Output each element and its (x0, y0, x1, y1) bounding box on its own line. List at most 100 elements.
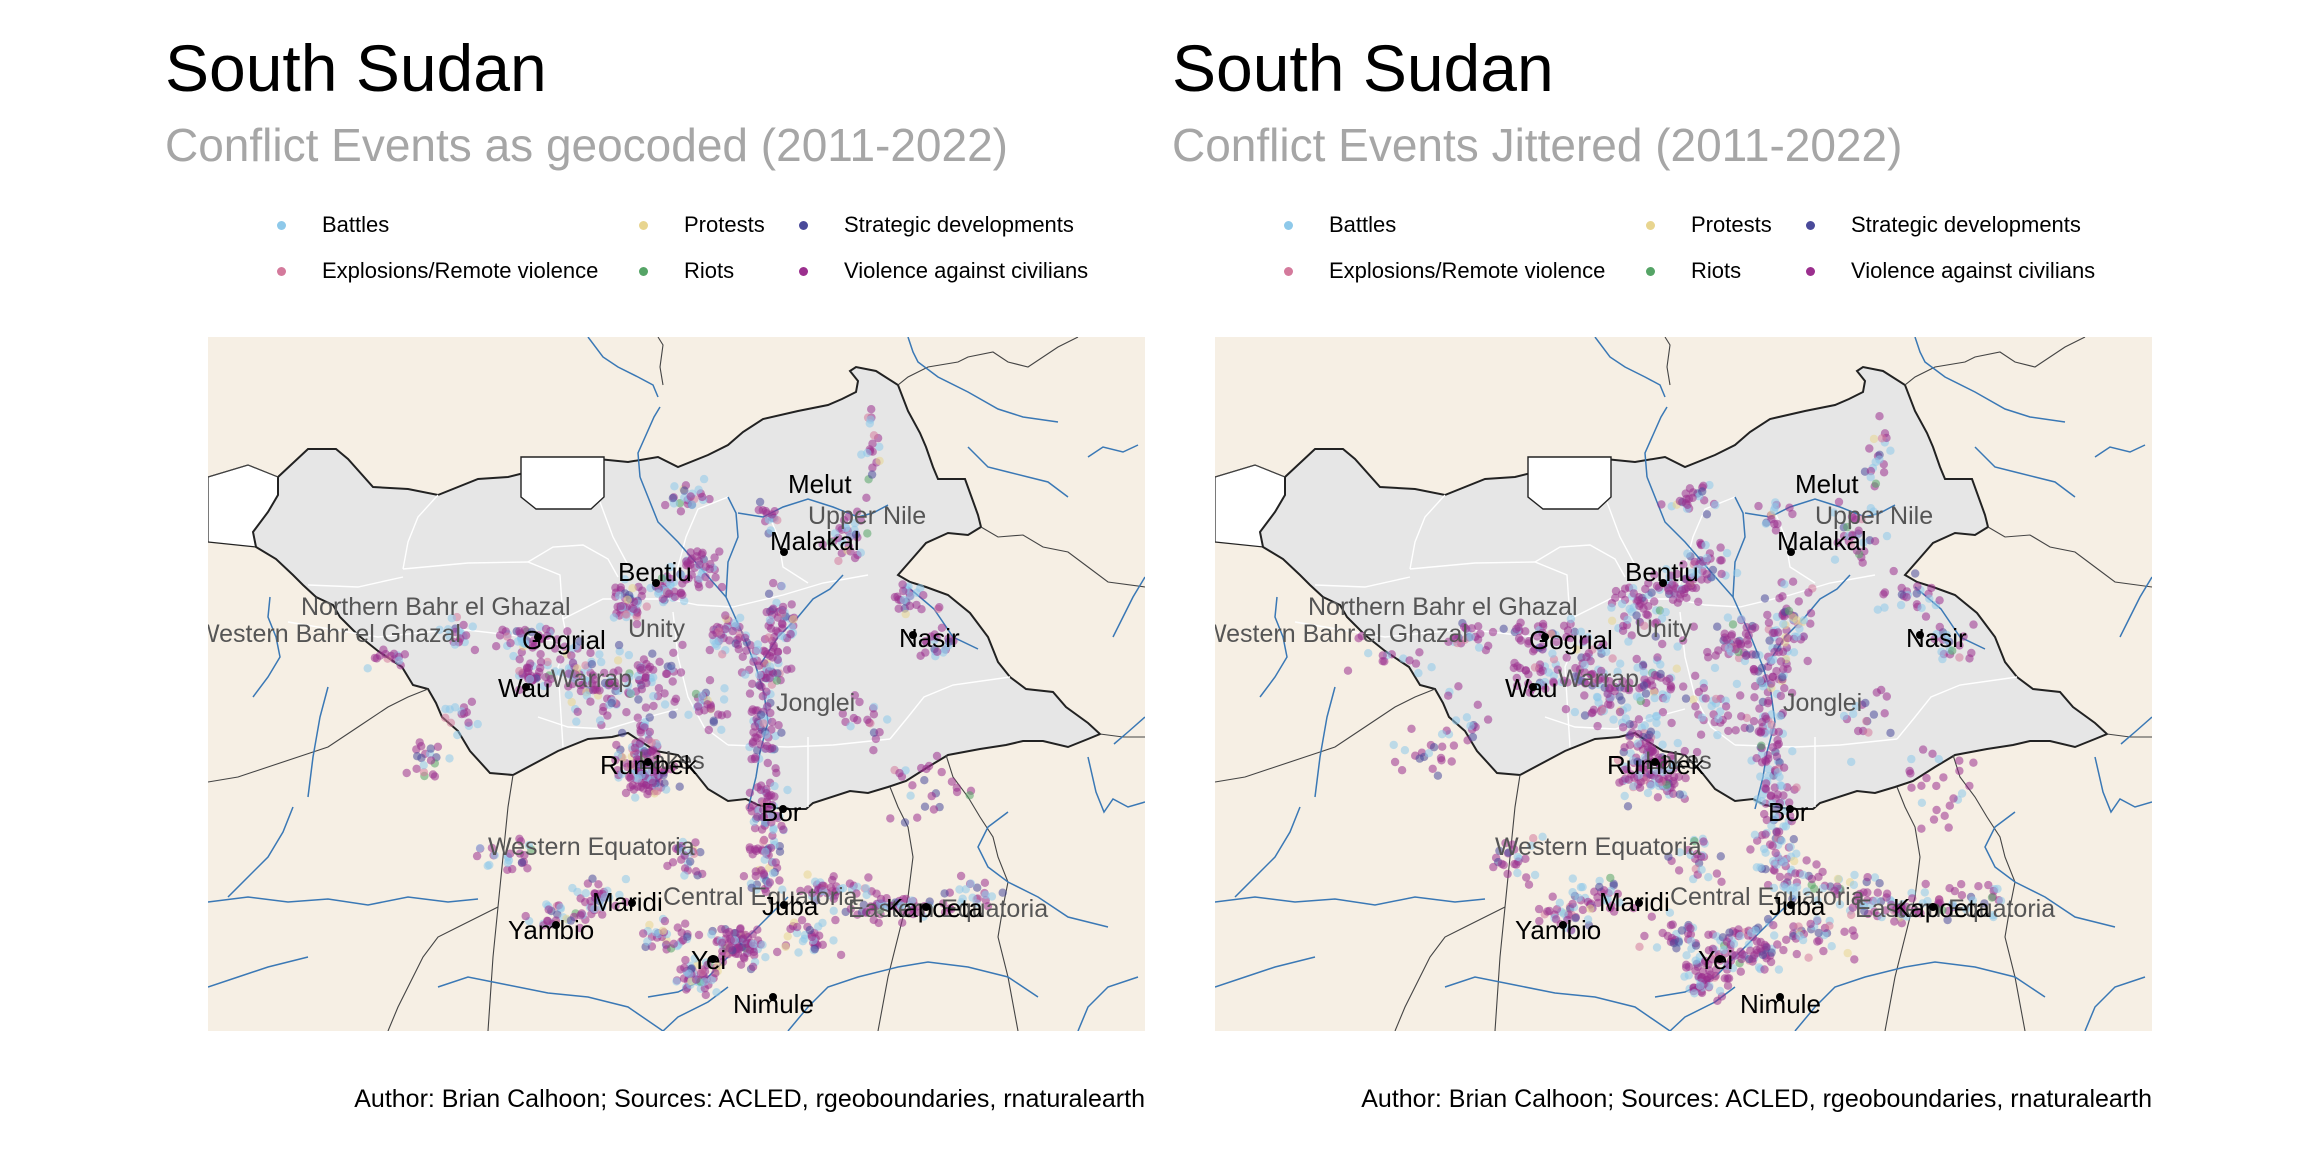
event-point-violence (736, 960, 746, 969)
event-point-violence (796, 886, 805, 896)
event-point-violence (1711, 651, 1720, 660)
event-point-battles (620, 575, 630, 584)
event-point-violence (818, 881, 827, 890)
event-point-battles (1917, 798, 1927, 807)
event-point-violence (1620, 765, 1629, 775)
event-point-protests (567, 697, 576, 707)
city-label: Wau (498, 673, 551, 703)
event-point-violence (1673, 598, 1682, 607)
river (1644, 406, 1668, 478)
event-point-violence (862, 907, 871, 917)
event-point-violence (1757, 758, 1767, 767)
event-point-battles (524, 841, 534, 850)
event-point-strategic (1645, 730, 1654, 740)
event-point-battles (1640, 721, 1649, 730)
event-point-explosions (759, 837, 768, 846)
event-point-violence (1921, 879, 1930, 889)
event-point-strategic (1571, 672, 1580, 681)
event-point-battles (572, 717, 581, 726)
event-point-violence (769, 578, 778, 588)
event-point-battles (1769, 883, 1779, 893)
neighbor-border (1215, 464, 1286, 478)
event-point-violence (1694, 597, 1703, 606)
event-point-violence (1444, 637, 1453, 646)
event-point-strategic (775, 847, 785, 856)
event-point-explosions (622, 610, 631, 619)
event-point-battles (1849, 709, 1858, 719)
event-point-battles (987, 892, 997, 901)
event-point-violence (1918, 745, 1928, 754)
event-point-explosions (1711, 694, 1721, 704)
event-point-battles (972, 899, 981, 908)
event-point-violence (1613, 889, 1622, 898)
event-point-battles (906, 591, 915, 601)
event-point-battles (600, 892, 609, 902)
event-point-violence (1776, 657, 1786, 666)
event-point-battles (615, 591, 624, 600)
event-point-violence (1806, 919, 1815, 929)
event-point-battles (1646, 781, 1656, 790)
event-point-violence (703, 960, 712, 970)
event-point-violence (952, 783, 961, 792)
event-point-battles (1661, 694, 1670, 704)
event-point-violence (852, 889, 861, 898)
event-point-battles (1791, 890, 1801, 899)
event-point-violence (456, 634, 465, 643)
event-point-battles (1650, 693, 1659, 703)
event-point-violence (1917, 824, 1926, 833)
event-point-strategic (1580, 711, 1590, 720)
event-point-battles (1594, 698, 1603, 707)
event-point-violence (787, 600, 796, 609)
city-marker (552, 921, 560, 929)
event-point-violence (1682, 960, 1691, 969)
event-point-violence (1679, 682, 1688, 691)
event-point-violence (649, 665, 658, 675)
event-point-strategic (659, 770, 668, 780)
city-label: Yei (691, 945, 726, 975)
city-label: Kapoeta (886, 893, 983, 923)
event-point-violence (829, 894, 838, 904)
event-point-explosions (1864, 728, 1873, 737)
event-point-violence (1683, 500, 1692, 509)
event-point-violence (1524, 637, 1533, 646)
event-point-battles (624, 650, 634, 660)
event-point-violence (758, 692, 767, 701)
event-point-violence (1771, 526, 1781, 535)
event-point-violence (715, 547, 724, 556)
event-point-explosions (1792, 783, 1801, 792)
event-point-violence (1746, 845, 1755, 854)
event-point-violence (762, 509, 771, 518)
event-point-violence (515, 685, 524, 695)
event-point-strategic (1577, 676, 1586, 685)
event-point-violence (1794, 597, 1803, 606)
event-point-strategic (614, 640, 624, 650)
event-point-violence (769, 604, 778, 613)
event-point-violence (464, 718, 473, 727)
cities: Melut Malakal Bentiu Nasir Gogrial Wau Rumbek B… (498, 469, 983, 1019)
event-point-battles (755, 670, 764, 680)
event-point-strategic (1772, 805, 1781, 814)
event-point-violence (1722, 937, 1732, 946)
event-point-violence (428, 770, 438, 779)
event-point-violence (774, 721, 783, 730)
event-point-battles (363, 664, 372, 673)
event-point-violence (536, 657, 546, 667)
legend-dot (1646, 220, 1655, 230)
event-point-violence (1752, 937, 1762, 946)
event-point-battles (654, 589, 663, 598)
event-point-battles (1364, 649, 1373, 658)
event-point-battles (1690, 572, 1699, 581)
event-point-violence (1848, 530, 1857, 539)
event-point-battles (1462, 713, 1472, 722)
event-point-battles (649, 692, 658, 701)
event-point-violence (745, 845, 755, 854)
event-point-violence (767, 818, 776, 827)
event-point-battles (866, 415, 875, 424)
legend-dot (1646, 266, 1655, 276)
event-point-violence (1974, 882, 1983, 891)
event-point-violence (1913, 907, 1923, 916)
event-point-strategic (668, 710, 677, 719)
event-point-violence (1965, 781, 1974, 791)
event-point-violence (622, 708, 631, 717)
event-point-battles (760, 855, 769, 864)
